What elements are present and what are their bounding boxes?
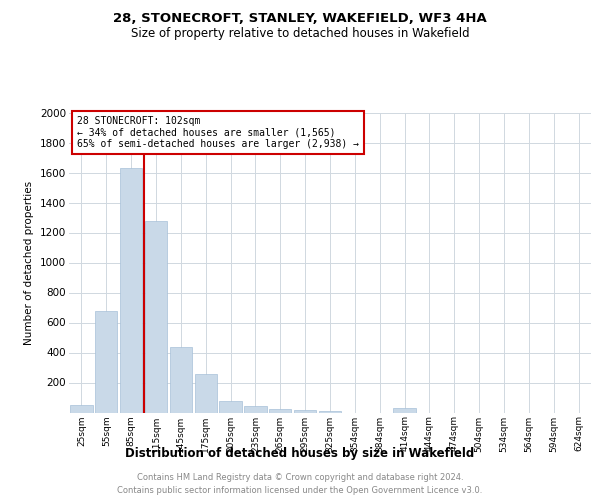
- Bar: [269, 409, 292, 412]
- Text: 28 STONECROFT: 102sqm
← 34% of detached houses are smaller (1,565)
65% of semi-d: 28 STONECROFT: 102sqm ← 34% of detached …: [77, 116, 359, 148]
- Text: Distribution of detached houses by size in Wakefield: Distribution of detached houses by size …: [125, 448, 475, 460]
- Text: Size of property relative to detached houses in Wakefield: Size of property relative to detached ho…: [131, 28, 469, 40]
- Bar: [120, 168, 142, 412]
- Bar: [294, 410, 316, 412]
- Bar: [220, 400, 242, 412]
- Bar: [70, 405, 92, 412]
- Text: 28, STONECROFT, STANLEY, WAKEFIELD, WF3 4HA: 28, STONECROFT, STANLEY, WAKEFIELD, WF3 …: [113, 12, 487, 26]
- Bar: [394, 408, 416, 412]
- Bar: [170, 346, 192, 412]
- Text: Contains public sector information licensed under the Open Government Licence v3: Contains public sector information licen…: [118, 486, 482, 495]
- Bar: [194, 374, 217, 412]
- Bar: [244, 406, 266, 412]
- Bar: [319, 411, 341, 412]
- Y-axis label: Number of detached properties: Number of detached properties: [25, 180, 34, 344]
- Text: Contains HM Land Registry data © Crown copyright and database right 2024.: Contains HM Land Registry data © Crown c…: [137, 472, 463, 482]
- Bar: [95, 310, 118, 412]
- Bar: [145, 220, 167, 412]
